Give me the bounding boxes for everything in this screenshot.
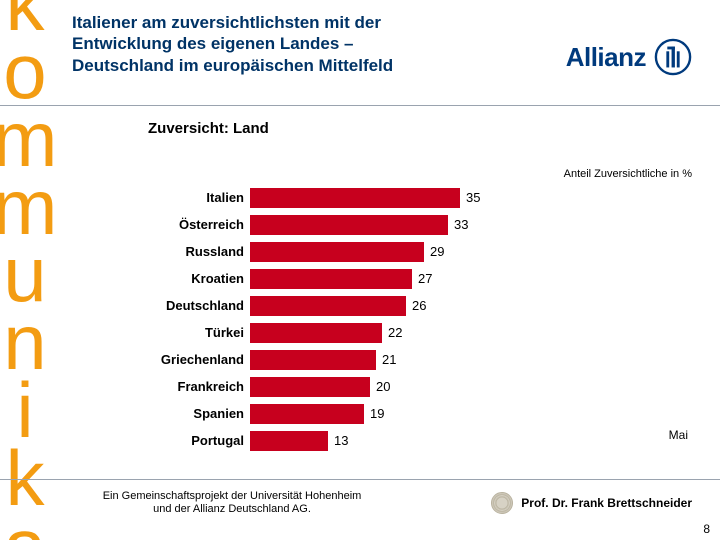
chart-bar-wrap: 20 [250,376,640,398]
university-seal-icon [491,492,513,514]
chart-category-label: Griechenland [120,352,250,367]
chart-row: Frankreich 20 [120,373,640,400]
chart-category-label: Russland [120,244,250,259]
chart-bar-wrap: 26 [250,295,640,317]
chart-bar-wrap: 19 [250,403,640,425]
allianz-logo-text: Allianz [566,42,646,73]
slide-heading: Italiener am zuversichtlichsten mit der … [72,12,442,76]
chart-bar-wrap: 35 [250,187,640,209]
allianz-logo: Allianz [566,38,692,76]
bar-chart: Italien 35 Österreich 33 Russland 29 Kroatien 2… [120,184,640,454]
chart-bar [250,242,424,262]
chart-bar-wrap: 22 [250,322,640,344]
footer-divider [0,479,720,480]
chart-category-label: Österreich [120,217,250,232]
chart-value-label: 22 [382,322,402,344]
allianz-eagle-icon [654,38,692,76]
chart-month-label: Mai [669,428,688,442]
chart-value-label: 35 [460,187,480,209]
page-number: 8 [703,522,710,536]
chart-bar [250,404,364,424]
chart-row: Russland 29 [120,238,640,265]
chart-category-label: Türkei [120,325,250,340]
chart-axis-note: Anteil Zuversichtliche in % [564,168,692,180]
chart-bar-wrap: 29 [250,241,640,263]
chart-bar [250,296,406,316]
chart-category-label: Portugal [120,433,250,448]
chart-bar [250,350,376,370]
chart-row: Deutschland 26 [120,292,640,319]
chart-category-label: Spanien [120,406,250,421]
chart-bar-wrap: 33 [250,214,640,236]
chart-bar [250,431,328,451]
chart-row: Griechenland 21 [120,346,640,373]
chart-bar [250,188,460,208]
chart-category-label: Deutschland [120,298,250,313]
chart-value-label: 29 [424,241,444,263]
chart-value-label: 19 [364,403,384,425]
chart-value-label: 20 [370,376,390,398]
chart-value-label: 21 [376,349,396,371]
chart-bar [250,323,382,343]
chart-category-label: Kroatien [120,271,250,286]
chart-row: Österreich 33 [120,211,640,238]
chart-bar [250,215,448,235]
footer-line2: und der Allianz Deutschland AG. [153,503,311,515]
footer-line1: Ein Gemeinschaftsprojekt der Universität… [103,490,362,502]
chart-row: Kroatien 27 [120,265,640,292]
header-divider [0,105,720,106]
chart-row: Spanien 19 [120,400,640,427]
side-brand-text: kommunikation [0,0,70,540]
chart-bar-wrap: 21 [250,349,640,371]
chart-title: Zuversicht: Land [148,120,269,137]
chart-row: Türkei 22 [120,319,640,346]
chart-category-label: Italien [120,190,250,205]
footer-project-text: Ein Gemeinschaftsprojekt der Universität… [72,490,392,516]
chart-bar-wrap: 13 [250,430,640,452]
chart-row: Portugal 13 [120,427,640,454]
chart-bar [250,269,412,289]
footer: Ein Gemeinschaftsprojekt der Universität… [72,490,692,516]
chart-category-label: Frankreich [120,379,250,394]
chart-bar-wrap: 27 [250,268,640,290]
footer-author: Prof. Dr. Frank Brettschneider [521,496,692,510]
chart-row: Italien 35 [120,184,640,211]
chart-value-label: 13 [328,430,348,452]
chart-value-label: 33 [448,214,468,236]
chart-bar [250,377,370,397]
chart-value-label: 26 [406,295,426,317]
chart-value-label: 27 [412,268,432,290]
